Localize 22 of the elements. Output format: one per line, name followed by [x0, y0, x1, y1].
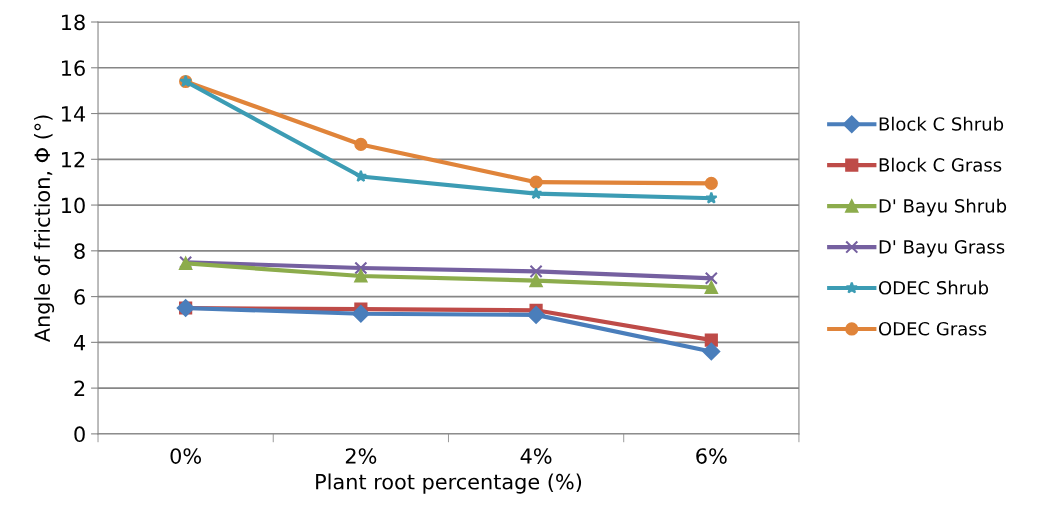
legend-label: Block C Grass: [879, 157, 1002, 172]
legend-label: ODEC Shrub: [878, 280, 989, 295]
y-tick-label: 6: [74, 289, 85, 305]
y-tick-label: 2: [74, 380, 85, 397]
legend-label: ODEC Grass: [878, 321, 987, 336]
y-axis-title: Angle of friction, Φ (°): [33, 115, 55, 343]
y-tick-label: 8: [74, 243, 85, 260]
x-tick-label: 6%: [696, 448, 727, 464]
legend-label: D' Bayu Grass: [879, 239, 1005, 258]
legend-label: D' Bayu Shrub: [879, 198, 1007, 217]
y-tick-label: 16: [61, 60, 85, 76]
y-tick-label: 0: [74, 426, 85, 443]
x-axis-title: Plant root percentage (%): [316, 473, 582, 494]
y-tick-label: 18: [61, 14, 85, 31]
y-tick-label: 4: [73, 335, 86, 351]
y-tick-label: 10: [61, 197, 85, 214]
x-tick-label: 0%: [170, 448, 202, 464]
y-tick-label: 12: [61, 151, 85, 168]
x-tick-label: 4%: [520, 448, 552, 464]
legend-label: Block C Shrub: [879, 116, 1004, 131]
x-tick-label: 2%: [345, 448, 377, 464]
y-tick-label: 14: [61, 106, 86, 122]
